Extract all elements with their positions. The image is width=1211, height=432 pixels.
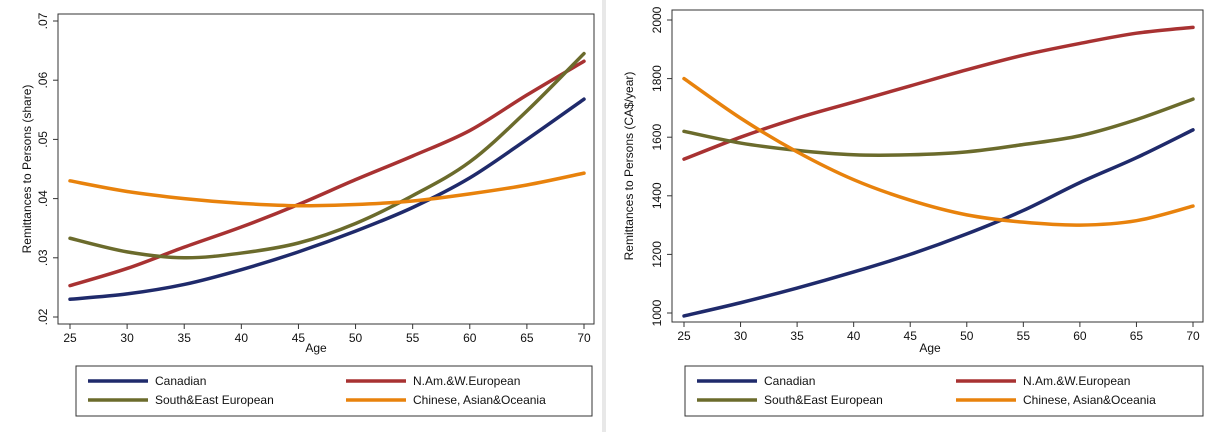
panel-divider (602, 0, 606, 432)
y-axis-label: Remittances to Persons (share) (20, 85, 34, 254)
x-axis-label: Age (919, 341, 941, 355)
x-tick-label: 60 (463, 331, 477, 345)
y-tick-label: 2000 (650, 6, 664, 33)
y-tick-label: 1800 (650, 65, 664, 92)
legend-box (75, 365, 593, 417)
plot-area (671, 9, 1204, 323)
legend-label: N.Am.&W.European (1023, 374, 1130, 388)
series-lines (682, 25, 1195, 318)
y-tick-label: .04 (36, 190, 50, 207)
y-axis: .02 .03 .04 .05 .06 .07 (36, 12, 58, 325)
legend: Canadian N.Am.&W.European South&East Europ… (697, 374, 1156, 407)
series-line-south-east-european (68, 51, 586, 260)
series-line-south-east-european (682, 97, 1195, 157)
right-panel: 1000 1200 1400 1600 1800 2000 25 30 35 40 45 50 55 6… (606, 0, 1211, 432)
y-tick-label: .02 (36, 308, 50, 325)
left-panel: .02.03.04.05.06.07 25 30 35 40 45 50 55 60 65 70 … (0, 0, 602, 432)
legend-label: Chinese, Asian&Oceania (413, 393, 546, 407)
legend-label: South&East European (155, 393, 274, 407)
x-tick-label: 30 (734, 329, 748, 343)
x-tick-label: 65 (1130, 329, 1144, 343)
x-tick-label: 70 (577, 331, 591, 345)
series-line-canadian (682, 128, 1195, 318)
x-tick-label: 40 (847, 329, 861, 343)
x-axis: 25 30 35 40 45 50 55 60 65 70 (63, 324, 591, 345)
x-tick-label: 70 (1186, 329, 1200, 343)
legend-label: N.Am.&W.European (413, 374, 520, 388)
x-tick-label: 50 (349, 331, 363, 345)
x-tick-label: 40 (235, 331, 249, 345)
x-axis: 25 30 35 40 45 50 55 60 65 70 (677, 322, 1200, 343)
y-tick-label: 1600 (650, 124, 664, 151)
legend-label: Canadian (155, 374, 206, 388)
y-tick-label: .03 (36, 249, 50, 266)
y-tick-label: .07 (36, 12, 50, 29)
x-tick-label: 50 (960, 329, 974, 343)
y-tick-label: 1200 (650, 241, 664, 268)
x-tick-label: 65 (520, 331, 534, 345)
x-tick-label: 35 (790, 329, 804, 343)
right-chart: 1000 1200 1400 1600 1800 2000 25 30 35 40 45 50 55 6… (622, 6, 1204, 417)
series-lines (68, 51, 586, 301)
legend: Canadian N.Am.&W.European South&East Europ… (88, 374, 546, 407)
legend-label: Chinese, Asian&Oceania (1023, 393, 1156, 407)
series-line-chinese-asian-oceania (68, 171, 586, 208)
y-tick-label: .06 (36, 72, 50, 89)
y-tick-label: 1400 (650, 182, 664, 209)
x-tick-label: 25 (63, 331, 77, 345)
x-tick-label: 25 (677, 329, 691, 343)
x-tick-label: 30 (120, 331, 134, 345)
y-tick-label: .05 (36, 131, 50, 148)
legend-box (684, 365, 1204, 417)
x-tick-label: 60 (1073, 329, 1087, 343)
series-line-chinese-asian-oceania (682, 76, 1195, 227)
x-tick-label: 45 (904, 329, 918, 343)
y-axis: 1000 1200 1400 1600 1800 2000 (650, 6, 672, 326)
y-axis-label: Remittances to Persons (CA$/year) (622, 72, 636, 261)
x-tick-label: 45 (292, 331, 306, 345)
left-chart: .02.03.04.05.06.07 25 30 35 40 45 50 55 60 65 70 … (20, 12, 595, 417)
x-axis-label: Age (305, 341, 327, 355)
y-tick-label: 1000 (650, 299, 664, 326)
series-line-canadian (68, 97, 586, 301)
x-tick-label: 55 (1017, 329, 1031, 343)
legend-label: South&East European (764, 393, 883, 407)
x-tick-label: 35 (178, 331, 192, 345)
x-tick-label: 55 (406, 331, 420, 345)
legend-label: Canadian (764, 374, 815, 388)
series-line-n-am-w-european (682, 25, 1195, 161)
plot-area (57, 13, 595, 325)
